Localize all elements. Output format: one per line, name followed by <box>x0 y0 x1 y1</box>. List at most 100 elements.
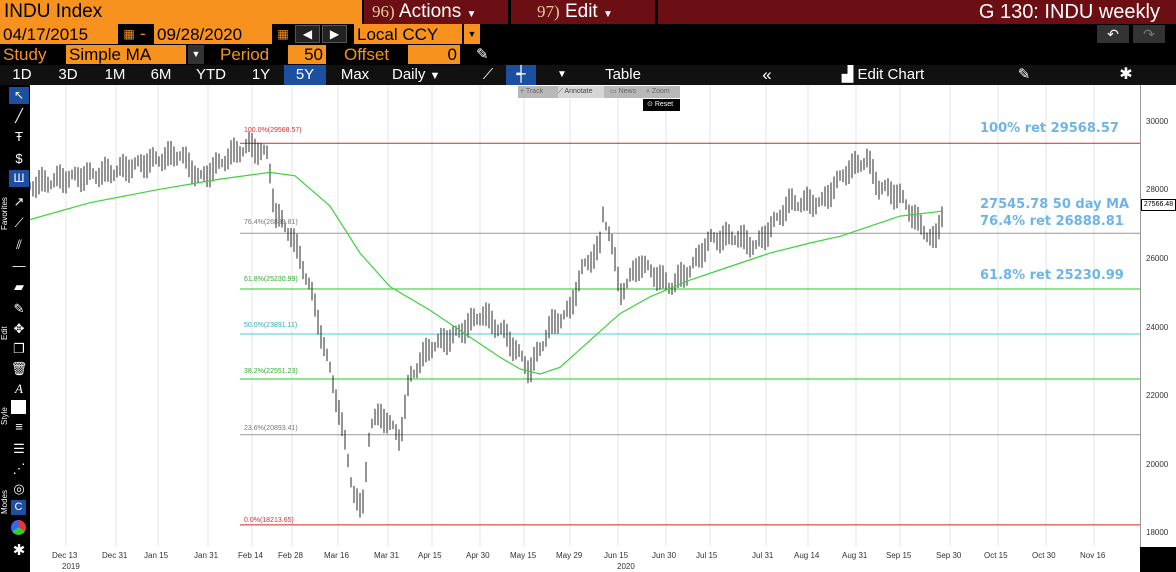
copy-icon[interactable]: ❐ <box>13 341 25 356</box>
study-select[interactable]: Simple MA <box>66 45 186 64</box>
chevron-down-icon[interactable]: ▼ <box>557 69 567 80</box>
line-style-icon[interactable]: ☰ <box>13 441 25 456</box>
chevron-down-icon: ▼ <box>429 70 441 82</box>
x-tick: Jan 31 <box>194 551 219 560</box>
y-tick: 18000 <box>1146 528 1169 537</box>
table-button[interactable]: Table <box>605 66 641 83</box>
undo-icon: ↶ <box>1107 26 1119 42</box>
edit-chart-button[interactable]: ▟ Edit Chart <box>818 65 948 85</box>
year-label-2020: 2020 <box>617 562 635 571</box>
edit-chart-label: Edit Chart <box>857 66 925 83</box>
pen-icon[interactable]: ✎ <box>13 301 25 316</box>
calendar-icon[interactable]: ▦ <box>123 27 135 41</box>
start-date-field[interactable]: 04/17/2015 <box>0 24 118 44</box>
period-value: 50 <box>304 45 323 64</box>
x-tick: Feb 14 <box>238 551 263 560</box>
trash-icon[interactable]: 🗑 <box>10 361 28 376</box>
collapse-icon[interactable]: « <box>762 65 772 84</box>
period-1d[interactable]: 1D <box>12 66 32 83</box>
edit-icon[interactable]: ✎ <box>1017 66 1031 83</box>
dotted-line-icon[interactable]: ⋰ <box>12 461 26 476</box>
period-max[interactable]: Max <box>340 66 370 83</box>
frequency-select[interactable]: Daily ▼ <box>384 65 464 85</box>
favorites-label: Favorites <box>0 197 9 230</box>
chevron-right-icon: ▶ <box>329 27 340 41</box>
chart-icon: ▟ <box>841 66 854 83</box>
undo-button[interactable]: ↶ <box>1097 25 1129 43</box>
pencil-icon[interactable]: ✎ <box>476 46 489 63</box>
chart-area[interactable] <box>29 85 1140 547</box>
reset-button[interactable]: ⊙ Reset <box>643 99 680 111</box>
percent-tool-icon[interactable]: $ <box>15 151 23 166</box>
cursor-icon[interactable]: ↖ <box>9 87 29 104</box>
channel-icon[interactable]: ⫽ <box>16 237 22 252</box>
period-1y[interactable]: 1Y <box>251 66 271 83</box>
ticker-field[interactable]: INDU Index <box>0 0 362 24</box>
y-tick: 28000 <box>1146 185 1169 194</box>
x-tick: Aug 14 <box>794 551 820 560</box>
x-tick: Jun 15 <box>604 551 629 560</box>
move-icon[interactable]: ✥ <box>13 321 25 336</box>
redo-button[interactable]: ↷ <box>1133 25 1165 43</box>
news-tab[interactable]: ▭ News <box>610 88 637 95</box>
y-tick: 30000 <box>1146 117 1169 126</box>
fib-label-382: 38.2%(22551.23) <box>244 368 298 375</box>
year-label-2019: 2019 <box>62 562 80 571</box>
end-date-field[interactable]: 09/28/2020 <box>154 24 272 44</box>
x-tick: Mar 31 <box>374 551 399 560</box>
gear-icon[interactable]: ✱ <box>12 542 26 559</box>
x-tick: Oct 15 <box>984 551 1008 560</box>
period-ytd[interactable]: YTD <box>196 66 226 83</box>
offset-input[interactable]: 0 <box>408 45 460 64</box>
arrow-icon[interactable]: ↗ <box>13 194 25 209</box>
zoom-tab[interactable]: ⌕ Zoom <box>646 88 670 95</box>
y-tick: 24000 <box>1146 323 1169 332</box>
line-weight-icon[interactable]: ≡ <box>15 419 23 434</box>
period-1m[interactable]: 1M <box>104 66 126 83</box>
trend-icon[interactable]: ⟋ <box>14 215 24 230</box>
gear-icon[interactable]: ✱ <box>1119 66 1133 83</box>
edit-menu[interactable]: 97) Edit ▼ <box>511 0 655 24</box>
period-5y[interactable]: 5Y <box>284 65 326 85</box>
bar-chart-icon[interactable]: ┽ <box>506 65 536 85</box>
band-icon[interactable]: ▰ <box>14 279 24 294</box>
palette-icon[interactable] <box>11 520 26 535</box>
y-axis-line <box>1140 85 1141 547</box>
edit-label: Edit <box>564 1 598 22</box>
end-date-text: 09/28/2020 <box>157 25 243 44</box>
currency-select[interactable]: Local CCY <box>354 24 462 44</box>
x-tick: Aug 31 <box>842 551 868 560</box>
chart-svg <box>29 85 1140 547</box>
offset-value: 0 <box>447 45 457 64</box>
x-axis <box>30 547 1140 572</box>
vertical-gridlines <box>65 85 1095 547</box>
prev-period-button[interactable]: ◀ <box>295 25 320 43</box>
period-3d[interactable]: 3D <box>58 66 78 83</box>
text-icon[interactable]: A <box>15 381 23 396</box>
magnet-icon[interactable]: ◎ <box>13 481 25 496</box>
chevron-down-icon: ▼ <box>602 9 613 20</box>
chevron-down-icon[interactable]: ▼ <box>464 24 480 44</box>
fib-lines <box>240 142 1140 526</box>
next-period-button[interactable]: ▶ <box>322 25 347 43</box>
fib-label-764: 76.4%(26888.81) <box>244 219 298 226</box>
period-6m[interactable]: 6M <box>150 66 172 83</box>
period-input[interactable]: 50 <box>288 45 326 64</box>
actions-menu[interactable]: 96) Actions ▼ <box>364 0 508 24</box>
ret764-annotation: 76.4% ret 26888.81 <box>980 214 1124 229</box>
annotate-tab[interactable]: ⟋ Annotate <box>558 86 604 98</box>
line-tool-icon[interactable]: ╱ <box>15 108 23 123</box>
x-tick: May 15 <box>510 551 537 560</box>
mode-c-icon[interactable]: C <box>11 500 26 515</box>
track-tab[interactable]: + Track <box>520 88 544 95</box>
hline-icon[interactable]: — <box>12 258 26 273</box>
y-tick: 20000 <box>1146 460 1169 469</box>
fibonacci-icon[interactable]: Ŧ <box>15 129 23 144</box>
calendar-icon[interactable]: ▦ <box>277 27 289 41</box>
start-date-text: 04/17/2015 <box>3 25 89 44</box>
line-chart-icon[interactable]: ⟋ <box>482 66 494 83</box>
fib-label-236: 23.6%(20893.41) <box>244 425 298 432</box>
chevron-down-icon[interactable]: ▼ <box>188 45 204 64</box>
retracement-icon[interactable]: Ш <box>9 170 29 187</box>
color-swatch-icon[interactable] <box>11 400 26 414</box>
